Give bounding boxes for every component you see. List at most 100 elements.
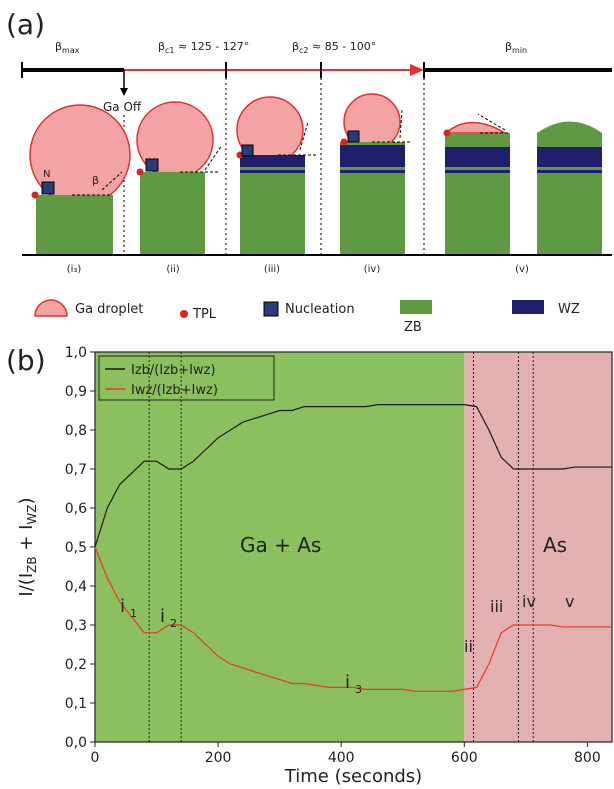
arrow-head bbox=[120, 88, 128, 96]
annotation: 2 bbox=[170, 617, 177, 630]
tpl bbox=[340, 138, 348, 146]
annotation: iv bbox=[522, 592, 536, 611]
y-label-part: ) bbox=[16, 497, 37, 504]
beta-c1: βc1 ≈ 125 - 127° bbox=[158, 40, 249, 55]
x-tick-label: 800 bbox=[574, 750, 601, 766]
annotation: 1 bbox=[130, 607, 137, 620]
tangent bbox=[477, 113, 506, 131]
annotation: Ga + As bbox=[240, 533, 321, 557]
t: β bbox=[158, 40, 165, 53]
t: β bbox=[55, 40, 62, 53]
annotation: iii bbox=[490, 597, 503, 616]
y-tick-label: 0,4 bbox=[65, 579, 87, 595]
y-tick-label: 1,0 bbox=[65, 345, 87, 361]
region bbox=[464, 352, 612, 742]
beta-min: βmin bbox=[505, 40, 527, 55]
wz-layer bbox=[340, 145, 405, 167]
y-tick-label: 0,6 bbox=[65, 501, 87, 517]
y-tick-label: 0,7 bbox=[65, 462, 87, 478]
stage-label: (iv) bbox=[364, 264, 381, 275]
n-label: N bbox=[43, 169, 50, 180]
zb-column bbox=[36, 195, 113, 255]
stage-label: (iii) bbox=[264, 264, 280, 275]
y-label-part: WZ bbox=[25, 504, 39, 524]
y-tick-label: 0,2 bbox=[65, 657, 87, 673]
annotation: As bbox=[543, 533, 567, 557]
legend-droplet bbox=[34, 299, 68, 317]
t: ≈ 85 - 100° bbox=[309, 40, 377, 53]
wz-layer bbox=[537, 170, 602, 173]
legend-tpl bbox=[180, 310, 188, 318]
y-tick-label: 0,0 bbox=[65, 735, 87, 751]
nucleus bbox=[145, 158, 159, 172]
y-axis-label: I/(IZB + IWZ) bbox=[16, 497, 39, 596]
tangent bbox=[101, 171, 123, 191]
tpl bbox=[136, 168, 144, 176]
nucleus bbox=[241, 144, 254, 157]
legend-text: ZB bbox=[404, 320, 422, 335]
tangent bbox=[204, 144, 223, 171]
stage-label: (i₃) bbox=[67, 264, 82, 275]
t: max bbox=[62, 46, 80, 55]
wz-layer bbox=[240, 170, 305, 173]
y-tick-label: 0,9 bbox=[65, 384, 87, 400]
y-label-part: + I bbox=[16, 525, 37, 557]
legend-text: Ga droplet bbox=[75, 302, 143, 317]
t: c1 bbox=[165, 46, 175, 55]
wz-layer bbox=[240, 155, 305, 167]
legend-zb bbox=[400, 300, 432, 314]
wz-layer bbox=[445, 170, 510, 173]
legend-text: TPL bbox=[192, 307, 217, 322]
nucleus bbox=[347, 130, 360, 143]
region bbox=[95, 352, 465, 742]
annotation: i bbox=[120, 596, 125, 617]
tpl bbox=[31, 191, 39, 199]
arrow-head bbox=[410, 64, 424, 76]
panel-label: (b) bbox=[6, 344, 46, 377]
beta-max: βmax bbox=[55, 40, 80, 55]
t: min bbox=[512, 46, 527, 55]
t: ≈ 125 - 127° bbox=[175, 40, 250, 53]
legend-text: Nucleation bbox=[285, 302, 355, 317]
legend-nucleation bbox=[263, 301, 279, 317]
x-axis-label: Time (seconds) bbox=[284, 766, 422, 787]
series-line bbox=[94, 404, 612, 548]
t: β bbox=[292, 40, 299, 53]
annotation: v bbox=[565, 592, 574, 611]
x-tick-label: 0 bbox=[91, 750, 100, 766]
legend-box bbox=[98, 355, 275, 401]
t: c2 bbox=[299, 46, 309, 55]
y-tick-label: 0,5 bbox=[65, 540, 87, 556]
ga-off: Ga Off bbox=[103, 100, 142, 114]
wz-layer bbox=[537, 147, 602, 167]
zb-column bbox=[537, 121, 602, 255]
wz-layer bbox=[340, 170, 405, 173]
tpl bbox=[443, 129, 451, 137]
zb-column bbox=[140, 172, 205, 255]
y-tick-label: 0,8 bbox=[65, 423, 87, 439]
annotation: i bbox=[160, 606, 165, 627]
stage-label: (ii) bbox=[166, 264, 179, 275]
panel-label: (a) bbox=[6, 8, 45, 41]
x-tick-label: 400 bbox=[328, 750, 355, 766]
legend-wz bbox=[512, 300, 544, 314]
annotation: ii bbox=[464, 637, 473, 656]
x-tick-label: 200 bbox=[205, 750, 232, 766]
stage-label: (v) bbox=[515, 264, 529, 275]
droplet bbox=[444, 121, 508, 134]
x-tick-label: 600 bbox=[451, 750, 478, 766]
annotation: i bbox=[345, 672, 350, 693]
y-label-part: ZB bbox=[25, 556, 39, 572]
y-label-part: I/(I bbox=[16, 573, 37, 597]
legend-label: Izb/(Izb+Iwz) bbox=[131, 363, 216, 378]
series-line bbox=[94, 546, 612, 692]
legend-text: WZ bbox=[558, 302, 580, 317]
beta-c2: βc2 ≈ 85 - 100° bbox=[292, 40, 376, 55]
nucleus bbox=[41, 181, 55, 195]
annotation: 3 bbox=[355, 683, 362, 696]
beta-label: β bbox=[92, 174, 99, 187]
legend-label: Iwz/(Izb+Iwz) bbox=[131, 383, 218, 398]
t: β bbox=[505, 40, 512, 53]
wz-layer bbox=[445, 147, 510, 167]
